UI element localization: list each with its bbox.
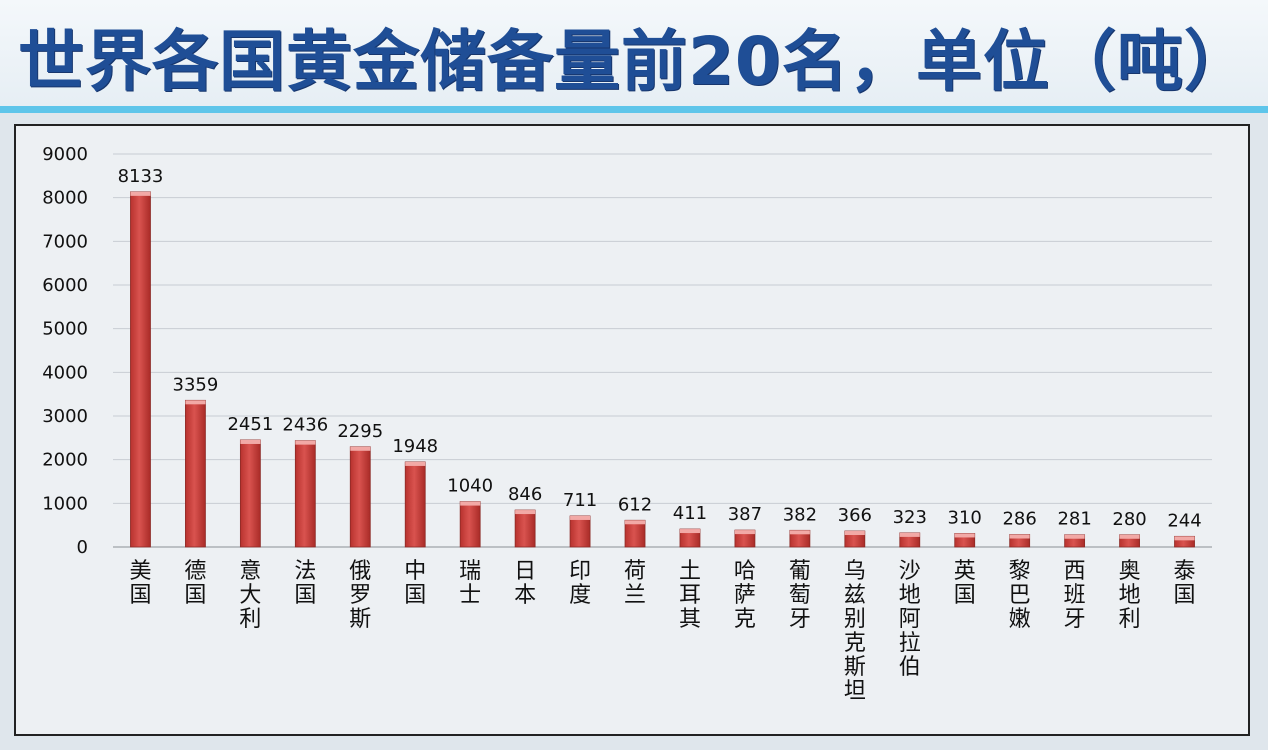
data-label: 366	[838, 505, 872, 526]
x-tick-label: 奥地利	[1119, 559, 1141, 632]
x-tick-label: 印度	[569, 559, 591, 608]
data-label: 1948	[392, 436, 438, 457]
bar-cap	[844, 531, 865, 536]
data-label: 244	[1167, 510, 1201, 531]
x-tick-label: 中国	[404, 559, 426, 608]
x-tick-label: 日本	[514, 559, 536, 608]
data-label: 2436	[282, 415, 328, 436]
y-tick-label: 5000	[42, 319, 88, 340]
x-tick-label: 德国	[184, 559, 206, 608]
bar	[679, 528, 701, 548]
bars	[130, 191, 1195, 548]
title-accent-rule	[0, 106, 1268, 113]
bar-cap	[679, 529, 700, 534]
y-tick-label: 7000	[42, 231, 88, 252]
bar-cap	[734, 530, 755, 535]
x-tick-label: 瑞士	[459, 559, 481, 608]
x-tick-label: 哈萨克	[734, 559, 756, 632]
x-tick-label: 荷兰	[624, 559, 646, 608]
data-label: 286	[1002, 509, 1036, 530]
bar-cap	[295, 440, 316, 445]
x-tick-label: 西班牙	[1064, 559, 1086, 632]
y-tick-label: 9000	[42, 144, 88, 165]
data-label: 411	[673, 503, 707, 524]
data-label: 387	[728, 504, 762, 525]
bar	[185, 399, 206, 548]
bar	[294, 440, 316, 548]
x-tick-label: 泰国	[1174, 559, 1196, 608]
bar	[130, 191, 151, 548]
bar-chart: 8133 3359 2451 2436 2295 1948 1040 846 711 612 411…	[42, 144, 1212, 704]
data-label: 310	[948, 507, 982, 528]
bar-cap	[954, 533, 975, 538]
y-tick-label: 4000	[42, 362, 88, 383]
bar-cap	[625, 520, 646, 525]
bar	[624, 519, 646, 548]
x-tick-label: 黎巴嫩	[1009, 559, 1031, 632]
x-tick-label: 俄罗斯	[349, 559, 371, 632]
bar	[349, 446, 371, 548]
y-tick-label: 0	[77, 537, 88, 558]
bar-cap	[570, 515, 591, 520]
bar-cap	[460, 501, 481, 506]
x-tick-label: 乌兹别克斯坦	[844, 559, 866, 704]
title-bar: 世界各国黄金储备量前20名，单位（吨）	[0, 0, 1268, 108]
data-label: 612	[618, 494, 652, 515]
y-tick-label: 6000	[42, 275, 88, 296]
bar-cap	[789, 530, 810, 535]
bar-cap	[240, 439, 261, 444]
data-label: 8133	[118, 166, 164, 187]
bar-cap	[350, 446, 371, 451]
bar	[459, 501, 481, 548]
data-label: 711	[563, 490, 597, 511]
x-tick-label: 沙地阿拉伯	[899, 559, 921, 680]
y-tick-label: 2000	[42, 450, 88, 471]
y-axis-ticks: 0 1000 2000 3000 4000 5000 6000 7000 8000 9000	[42, 144, 88, 558]
data-label: 2295	[337, 421, 383, 442]
x-tick-label: 法国	[294, 559, 316, 608]
data-label: 323	[893, 507, 927, 528]
data-label: 382	[783, 504, 817, 525]
bar-cap	[1174, 536, 1195, 541]
x-tick-label: 意大利	[239, 559, 261, 632]
bar-cap	[1009, 534, 1030, 539]
bar-cap	[405, 461, 426, 466]
bar-cap	[899, 532, 920, 537]
bar	[514, 509, 536, 548]
x-tick-label: 英国	[954, 559, 976, 608]
y-tick-label: 3000	[42, 406, 88, 427]
bar-cap	[130, 191, 151, 196]
data-label: 2451	[227, 414, 273, 435]
bar	[404, 461, 426, 548]
chart-frame: 8133 3359 2451 2436 2295 1948 1040 846 711 612 411…	[14, 124, 1250, 736]
data-label: 3359	[173, 374, 219, 395]
data-labels: 8133 3359 2451 2436 2295 1948 1040 846 711 612 411…	[118, 166, 1202, 531]
bar	[569, 515, 591, 548]
data-label: 281	[1057, 509, 1091, 530]
page-title: 世界各国黄金储备量前20名，单位（吨）	[18, 23, 1251, 100]
bar	[239, 439, 261, 548]
bar-cap	[185, 400, 206, 405]
x-tick-label: 美国	[129, 559, 151, 608]
y-tick-label: 8000	[42, 188, 88, 209]
data-label: 846	[508, 484, 542, 505]
gridlines	[113, 153, 1212, 548]
x-tick-label: 葡萄牙	[789, 559, 811, 632]
bar-cap	[1064, 534, 1085, 539]
data-label: 1040	[447, 476, 493, 497]
x-tick-label: 土耳其	[679, 559, 701, 632]
bar-cap	[1119, 534, 1140, 539]
bar-cap	[515, 510, 536, 515]
data-label: 280	[1112, 509, 1146, 530]
y-tick-label: 1000	[42, 493, 88, 514]
